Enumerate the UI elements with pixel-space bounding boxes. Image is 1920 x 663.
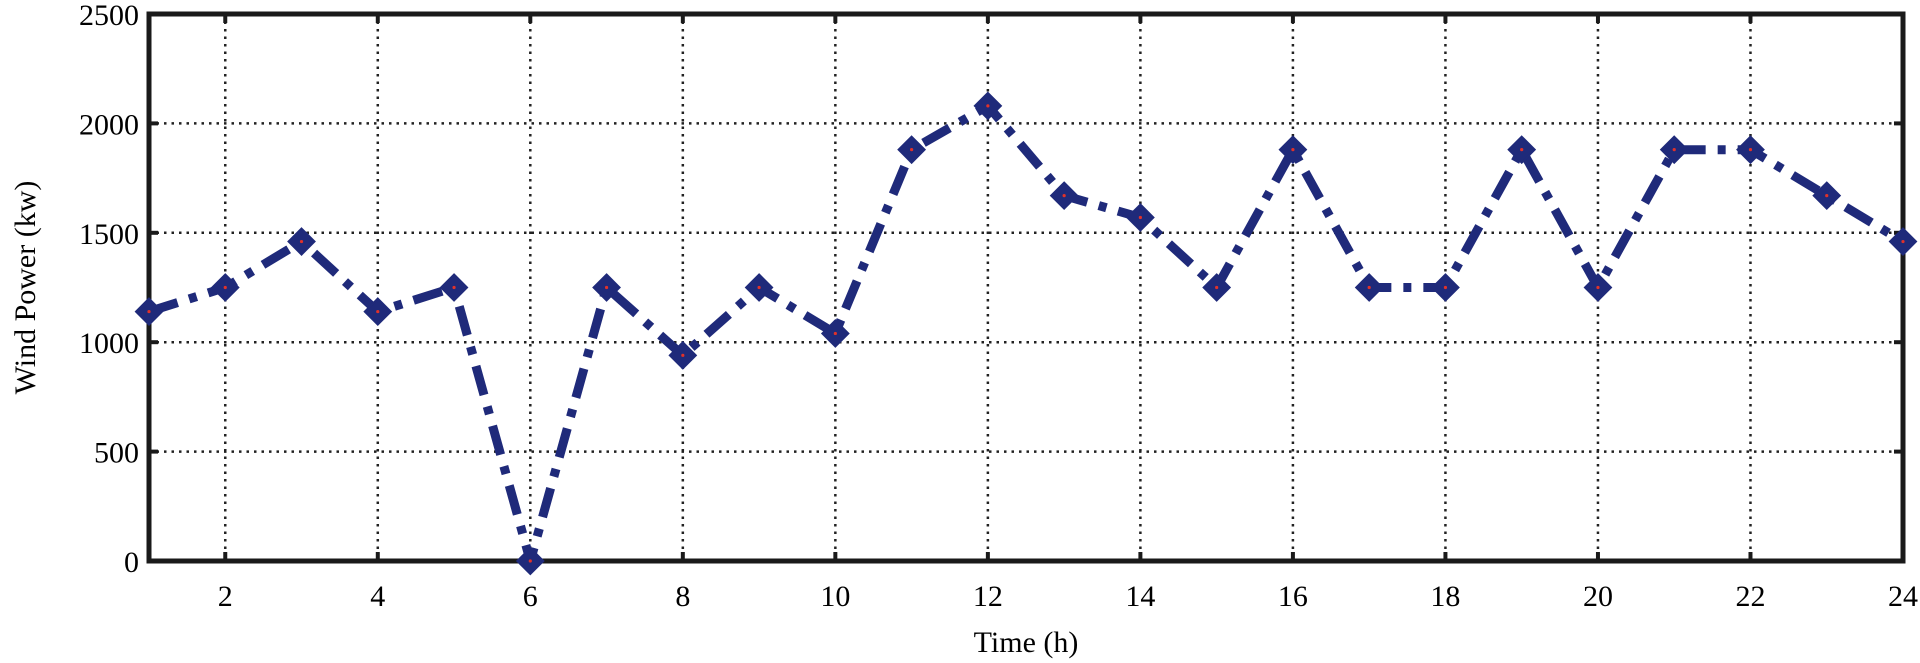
data-point-center xyxy=(1825,194,1829,198)
y-tick-label: 1500 xyxy=(79,218,139,251)
data-point-center xyxy=(604,285,609,290)
data-point-center xyxy=(1443,285,1448,290)
data-point-center xyxy=(986,104,990,108)
data-point-center xyxy=(452,285,456,290)
data-point-center xyxy=(757,285,761,290)
data-point-center xyxy=(376,309,380,314)
data-point-center xyxy=(1901,239,1905,244)
data-point-center xyxy=(1672,148,1676,152)
x-tick-label: 2 xyxy=(218,580,233,613)
data-point-center xyxy=(528,559,532,563)
x-tick-label: 22 xyxy=(1735,580,1765,613)
x-tick-label: 8 xyxy=(675,580,690,613)
data-point-center xyxy=(1138,215,1142,220)
x-tick-label: 20 xyxy=(1583,580,1613,613)
y-tick-label: 2500 xyxy=(79,0,139,32)
x-tick-label: 18 xyxy=(1430,580,1460,613)
data-point-center xyxy=(910,148,914,152)
data-point-center xyxy=(147,309,151,314)
grid-lines xyxy=(149,12,1905,563)
x-tick-label: 6 xyxy=(523,580,538,613)
data-point-center xyxy=(1367,285,1371,290)
x-axis-label: Time (h) xyxy=(974,626,1079,659)
y-tick-label: 2000 xyxy=(79,108,139,141)
x-tick-label: 24 xyxy=(1888,580,1918,613)
data-point-center xyxy=(299,239,304,244)
x-tick-label: 14 xyxy=(1125,580,1155,613)
data-point-center xyxy=(1520,148,1524,152)
y-tick-label: 1000 xyxy=(79,327,139,360)
data-point-center xyxy=(223,285,227,290)
plot-frame xyxy=(146,11,1906,564)
x-tick-label: 10 xyxy=(820,580,850,613)
data-point-center xyxy=(1215,285,1219,290)
data-point-center xyxy=(1748,148,1753,152)
data-point-center xyxy=(681,353,685,357)
series-layer xyxy=(134,91,1918,576)
y-tick-label: 0 xyxy=(124,546,139,579)
data-point-center xyxy=(1062,194,1066,198)
data-point-center xyxy=(1596,285,1600,290)
y-axis-label: Wind Power (kw) xyxy=(9,181,42,395)
x-tick-label: 12 xyxy=(973,580,1003,613)
y-tick-label: 500 xyxy=(94,437,139,470)
x-tick-label: 4 xyxy=(370,580,385,613)
data-point-center xyxy=(1291,148,1295,152)
series-line xyxy=(147,101,1906,566)
data-point-center xyxy=(833,331,837,336)
x-tick-label: 16 xyxy=(1278,580,1308,613)
